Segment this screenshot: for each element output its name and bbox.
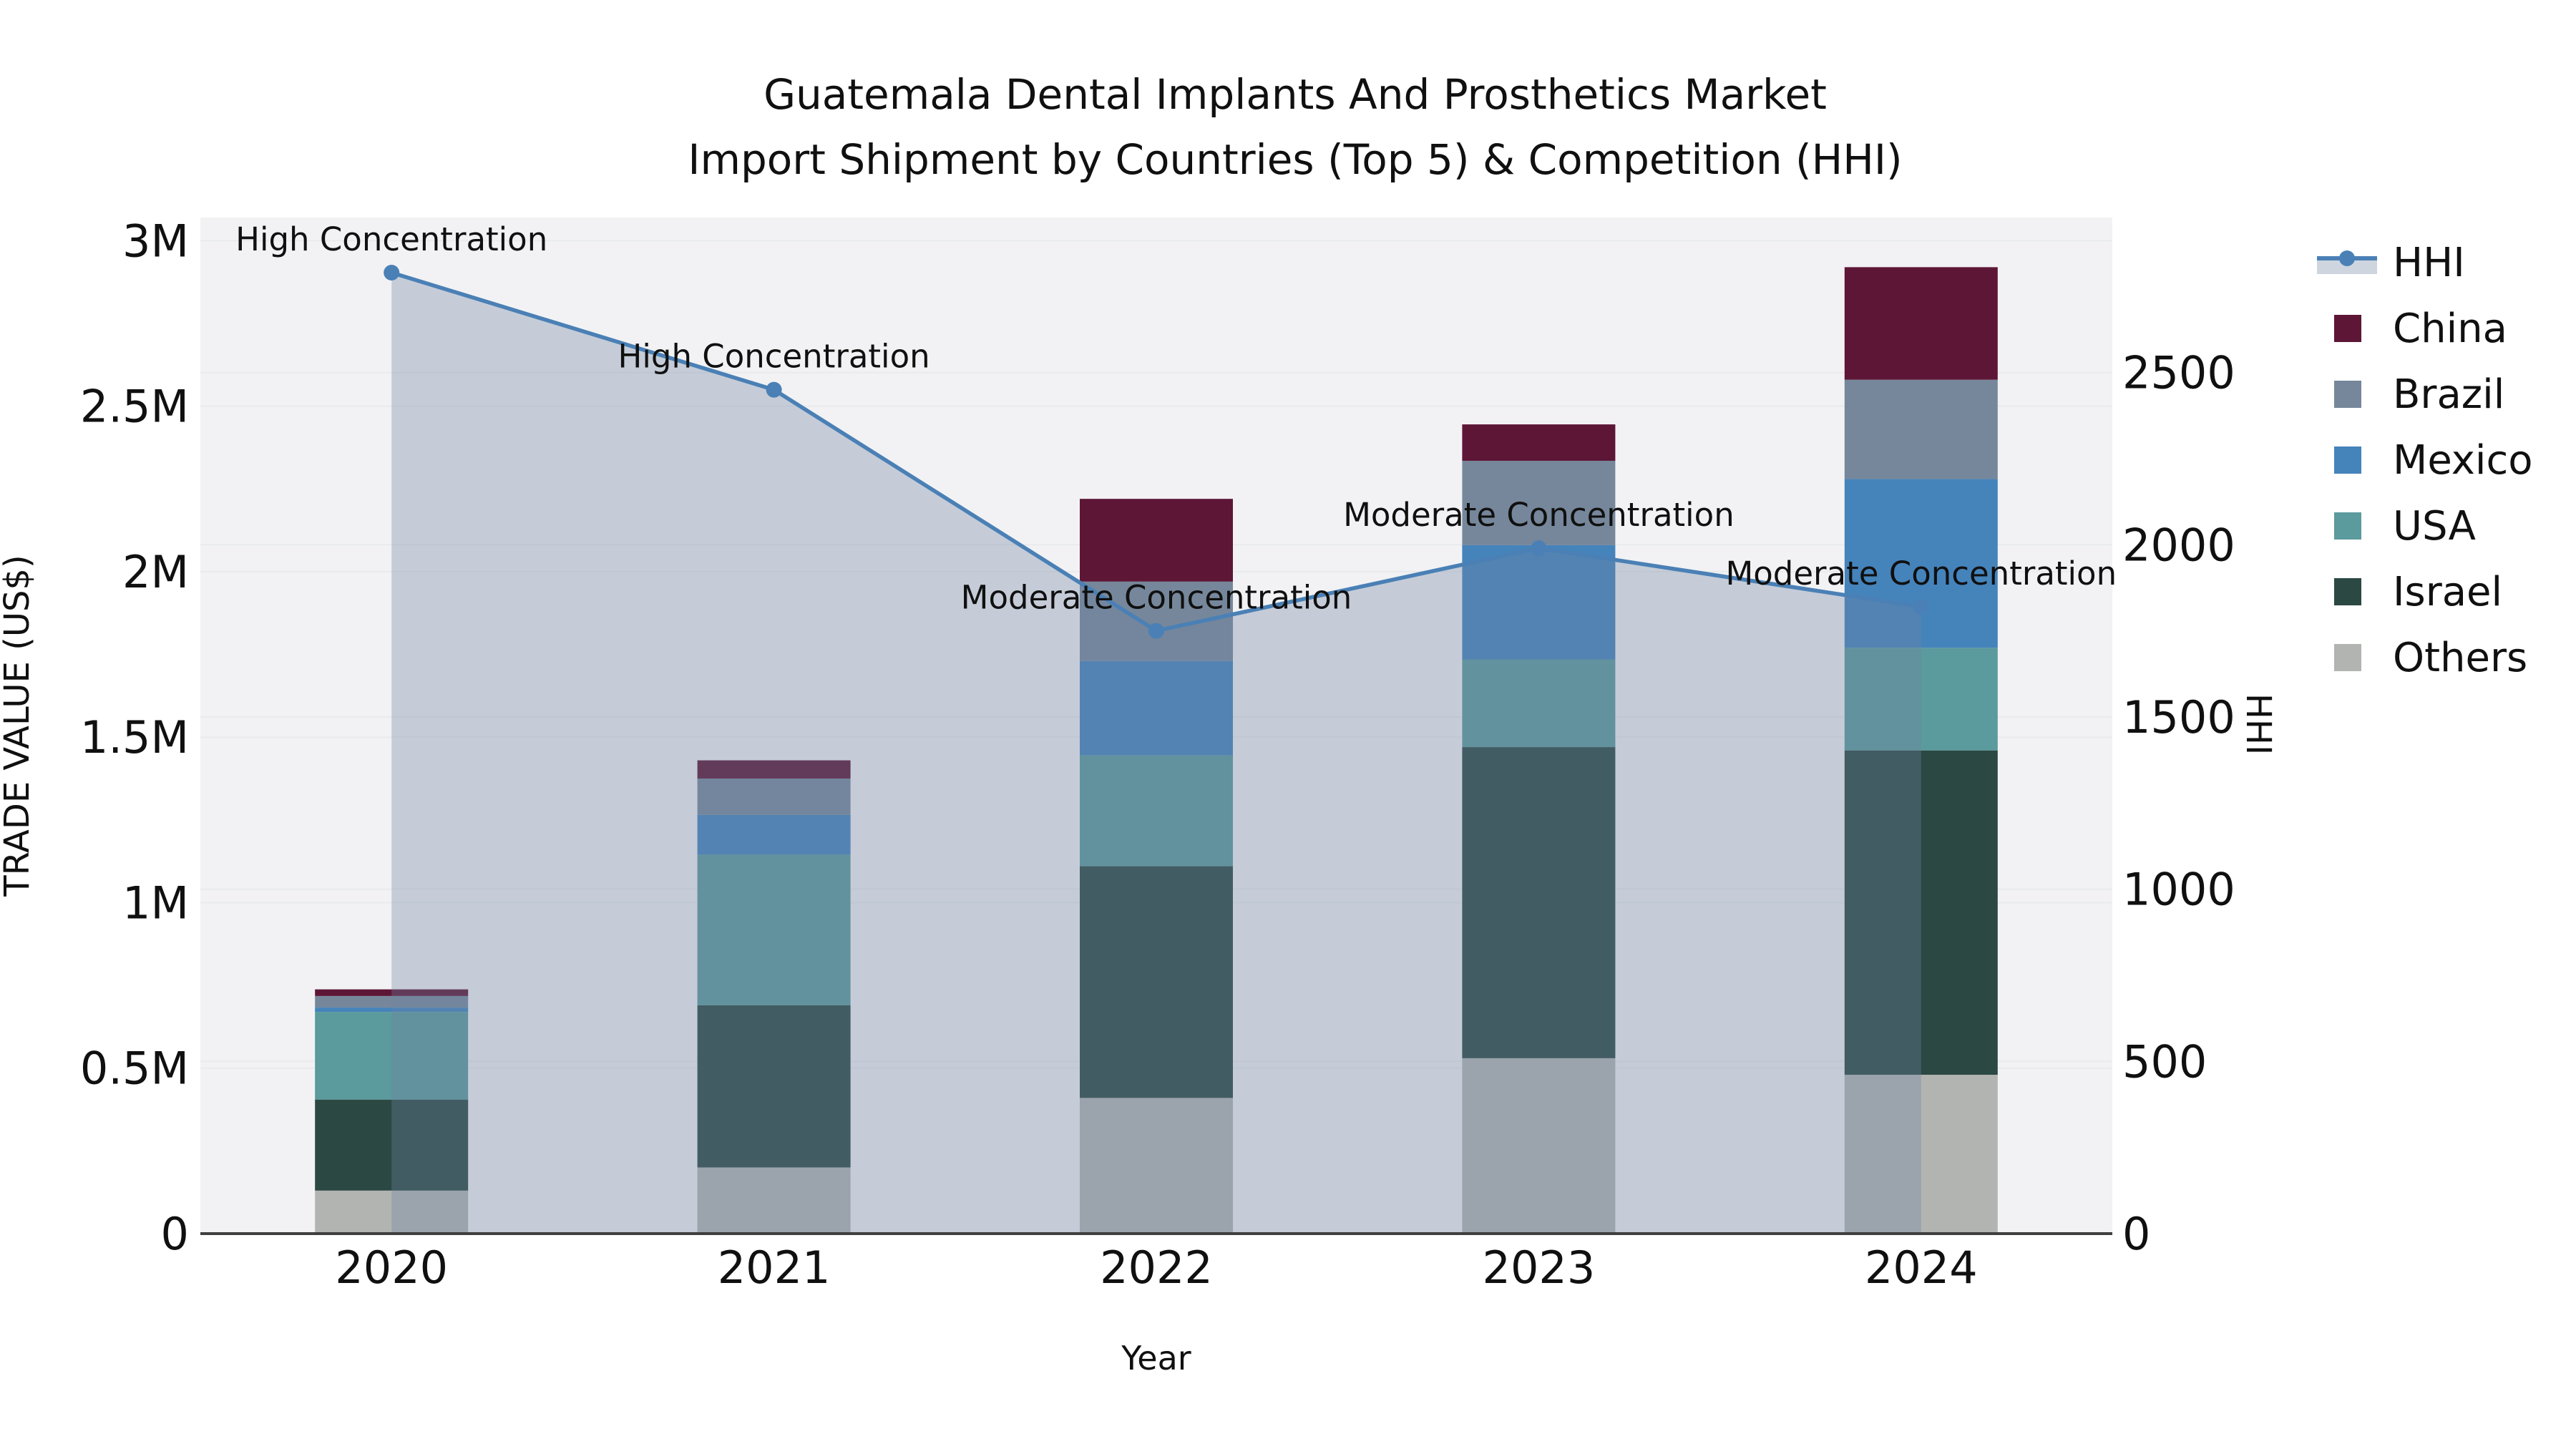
legend-swatch-china bbox=[2334, 315, 2361, 342]
bar-segment-2021-china bbox=[697, 760, 851, 779]
y-right-tick-500: 500 bbox=[2122, 1035, 2207, 1088]
hhi-line bbox=[384, 265, 1929, 639]
y-right-tick-0: 0 bbox=[2122, 1208, 2150, 1260]
bar-segment-2023-brazil bbox=[1462, 460, 1616, 545]
bar-segment-2021-israel bbox=[697, 1005, 851, 1168]
legend-swatch-brazil bbox=[2334, 381, 2361, 408]
legend-item-mexico[interactable]: Mexico bbox=[2334, 437, 2533, 484]
annotation-2021: High Concentration bbox=[618, 338, 930, 376]
annotation-2020: High Concentration bbox=[235, 220, 547, 258]
x-tick-2024: 2024 bbox=[1865, 1241, 1978, 1294]
legend-swatch-israel bbox=[2334, 578, 2361, 605]
bar-segment-2024-israel bbox=[1844, 750, 1998, 1075]
y-left-tick-2.5M: 2.5M bbox=[80, 381, 189, 433]
legend-item-others[interactable]: Others bbox=[2334, 635, 2527, 681]
bar-segment-2021-others bbox=[697, 1167, 851, 1234]
legend-label-others: Others bbox=[2393, 635, 2527, 681]
bar-segment-2024-usa bbox=[1844, 648, 1998, 751]
bar-segment-2020-china bbox=[315, 989, 469, 996]
bar-segment-2024-mexico bbox=[1844, 479, 1998, 648]
legend-hhi-marker-icon bbox=[2339, 250, 2355, 266]
x-tick-2022: 2022 bbox=[1100, 1241, 1213, 1294]
y-axis-right-title: HHI bbox=[2238, 693, 2278, 755]
legend-label-brazil: Brazil bbox=[2393, 371, 2504, 418]
x-tick-2020: 2020 bbox=[335, 1241, 448, 1294]
legend-item-usa[interactable]: USA bbox=[2334, 503, 2476, 550]
stacked-bars bbox=[315, 267, 1998, 1234]
legend-item-brazil[interactable]: Brazil bbox=[2334, 371, 2504, 418]
y-right-tick-1500: 1500 bbox=[2122, 691, 2235, 743]
hhi-marker-2021 bbox=[766, 381, 782, 398]
legend-hhi-area-swatch bbox=[2317, 260, 2377, 274]
bar-segment-2020-brazil bbox=[315, 995, 469, 1008]
annotation-2023: Moderate Concentration bbox=[1343, 496, 1735, 534]
y-right-tick-1000: 1000 bbox=[2122, 864, 2235, 916]
x-tick-2021: 2021 bbox=[718, 1241, 831, 1294]
y-axis-left-title: TRADE VALUE (US$) bbox=[0, 555, 37, 897]
bar-segment-2021-mexico bbox=[697, 814, 851, 855]
bar-segment-2023-mexico bbox=[1462, 545, 1616, 660]
bar-segment-2022-usa bbox=[1080, 755, 1233, 867]
bar-segment-2020-israel bbox=[315, 1099, 469, 1191]
y-left-tick-0.5M: 0.5M bbox=[80, 1043, 189, 1095]
chart-title-line2: Import Shipment by Countries (Top 5) & C… bbox=[688, 135, 1902, 184]
hhi-area-fill bbox=[391, 273, 1921, 1234]
legend-item-israel[interactable]: Israel bbox=[2334, 569, 2502, 615]
bar-segment-2020-mexico bbox=[315, 1008, 469, 1013]
legend-swatch-usa bbox=[2334, 512, 2361, 540]
legend-label-usa: USA bbox=[2393, 503, 2476, 550]
y-right-tick-2000: 2000 bbox=[2122, 519, 2235, 571]
bar-segment-2022-others bbox=[1080, 1098, 1233, 1234]
bar-segment-2023-usa bbox=[1462, 659, 1616, 748]
y-left-tick-2M: 2M bbox=[122, 546, 189, 598]
hhi-marker-2020 bbox=[384, 265, 400, 281]
x-axis-title: Year bbox=[1121, 1339, 1191, 1377]
bar-segment-2022-china bbox=[1080, 499, 1233, 582]
annotations: High Concentration High Concentration Mode… bbox=[235, 220, 2117, 617]
hhi-marker-2023 bbox=[1531, 540, 1547, 557]
legend-swatch-others bbox=[2334, 644, 2361, 671]
axes: 0 0.5M 1M 1.5M 2M 2.5M 3M 0 500 1000 1500 2000 2500 2… bbox=[80, 215, 2235, 1294]
legend-label-israel: Israel bbox=[2393, 569, 2502, 615]
legend-item-china[interactable]: China bbox=[2334, 306, 2507, 352]
bar-segment-2021-brazil bbox=[697, 779, 851, 815]
legend-item-hhi[interactable]: HHI bbox=[2317, 240, 2465, 286]
legend-swatch-mexico bbox=[2334, 447, 2361, 474]
bar-segment-2024-brazil bbox=[1844, 379, 1998, 479]
bar-segment-2024-others bbox=[1844, 1074, 1998, 1234]
y-left-tick-0: 0 bbox=[161, 1208, 189, 1260]
bar-segment-2023-others bbox=[1462, 1058, 1616, 1234]
y-right-tick-2500: 2500 bbox=[2122, 347, 2235, 399]
y-left-tick-3M: 3M bbox=[122, 215, 189, 267]
bar-segment-2024-china bbox=[1844, 267, 1998, 380]
hhi-marker-2024 bbox=[1913, 598, 1929, 615]
bar-segment-2022-mexico bbox=[1080, 660, 1233, 756]
annotation-2022: Moderate Concentration bbox=[961, 579, 1352, 617]
annotation-2024: Moderate Concentration bbox=[1725, 555, 2117, 592]
bar-segment-2023-israel bbox=[1462, 747, 1616, 1058]
chart-title-line1: Guatemala Dental Implants And Prosthetic… bbox=[763, 70, 1827, 119]
bar-segment-2022-israel bbox=[1080, 866, 1233, 1098]
bar-segment-2020-others bbox=[315, 1190, 469, 1234]
bar-segment-2023-china bbox=[1462, 424, 1616, 461]
hhi-area bbox=[391, 273, 1921, 1234]
legend-label-mexico: Mexico bbox=[2393, 437, 2533, 484]
legend-label-hhi: HHI bbox=[2393, 240, 2465, 286]
legend: HHI China Brazil Mexico USA Israel Others bbox=[2317, 240, 2533, 681]
bar-segment-2020-usa bbox=[315, 1012, 469, 1100]
y-left-tick-1.5M: 1.5M bbox=[80, 711, 189, 763]
bar-segment-2021-usa bbox=[697, 854, 851, 1005]
y-left-tick-1M: 1M bbox=[122, 877, 189, 929]
x-tick-2023: 2023 bbox=[1483, 1241, 1596, 1294]
legend-label-china: China bbox=[2393, 306, 2507, 352]
hhi-marker-2022 bbox=[1148, 623, 1164, 639]
